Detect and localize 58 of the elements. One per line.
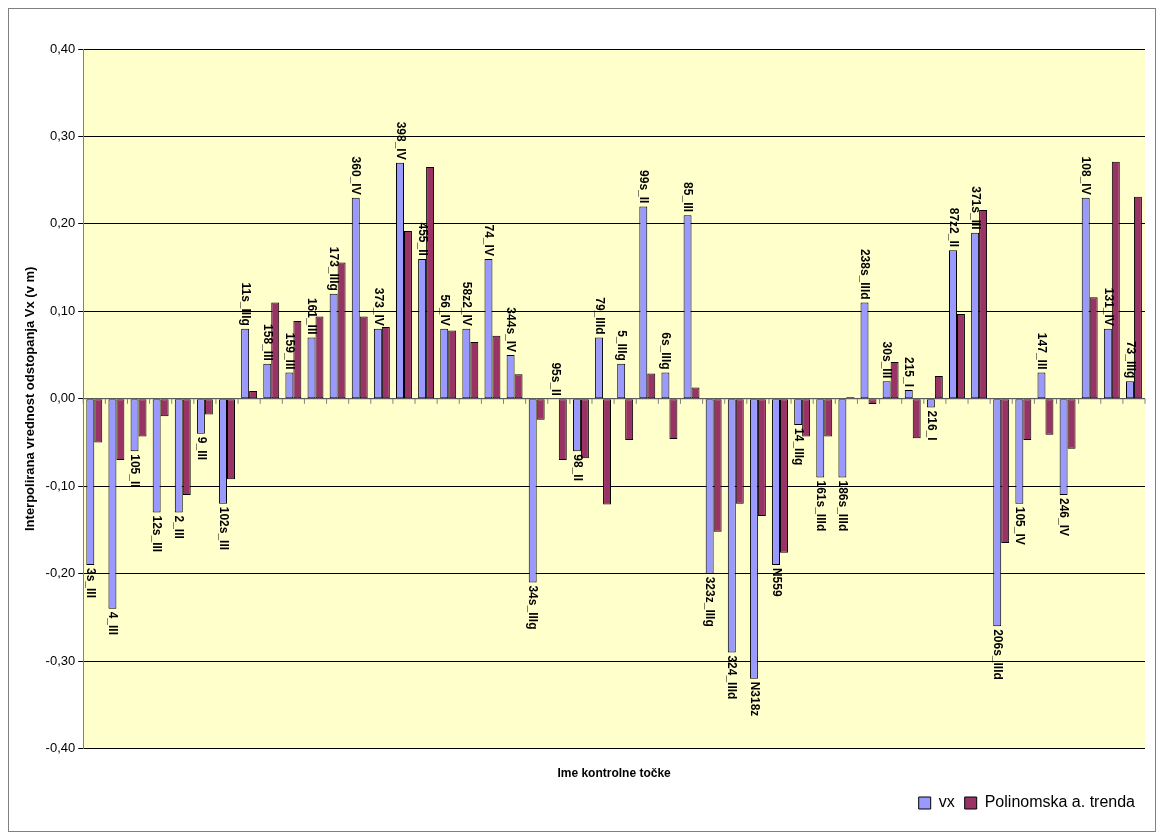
x-tick-label: 79_IIId [592, 297, 607, 335]
x-tick-label: 9_III [194, 436, 209, 461]
x-tick-label: 73_IIIg [1123, 340, 1138, 379]
x-tick-label: 87z2_II [946, 207, 961, 248]
x-tick-label: 398_IV [393, 121, 408, 160]
y-tick-label: -0,40 [45, 740, 76, 756]
y-tick-label: -0,20 [45, 565, 76, 581]
x-tick-label: N318z [747, 681, 762, 717]
x-tick-label: 159_III [283, 332, 298, 370]
x-tick-label: 238s_IIId [858, 248, 873, 300]
x-tick-label: 6s_IIIg [659, 332, 674, 370]
x-tick-label: 216_I [924, 410, 939, 441]
x-tick-label: 147_III [1035, 332, 1050, 370]
x-tick-label: 323z_IIIg [703, 576, 718, 627]
x-tick-label: 102s_III [216, 506, 231, 551]
x-tick-label: 360_IV [349, 156, 364, 195]
x-tick-label: 12s_III [150, 515, 165, 553]
y-tick-label: -0,30 [45, 652, 76, 668]
y-tick-label: 0,30 [49, 128, 76, 144]
x-tick-label: 108_IV [1079, 156, 1094, 195]
x-tick-label: 161_III [305, 297, 320, 335]
x-tick-label: 30s_III [880, 341, 895, 379]
x-tick-label: 371s_III [968, 186, 983, 230]
x-tick-label: 74_IV [482, 224, 497, 256]
x-tick-label: 99s_II [637, 170, 651, 204]
x-axis-title: Ime kontrolne točke [557, 766, 672, 781]
y-tick-label: 0,10 [49, 302, 76, 318]
y-tick-label: 0,00 [49, 390, 76, 406]
x-tick-label: 2_III [172, 515, 187, 539]
x-tick-label: 56_IV [437, 294, 452, 326]
x-tick-label: 85_III [681, 182, 696, 213]
x-tick-label: 105_IV [1013, 506, 1028, 545]
x-tick-label: 161s_IIId [813, 480, 828, 532]
x-tick-label: 186s_IIId [836, 480, 851, 532]
x-tick-label: 246_IV [1057, 497, 1072, 537]
x-tick-label: 373_IV [371, 287, 386, 326]
x-tick-label: 206s_IIId [990, 629, 1005, 680]
legend-label: vx [938, 793, 955, 811]
y-axis-title: Interpolirana vrednost odstopanja Vx (v m) [22, 266, 38, 531]
x-tick-label: 173_IIIg [327, 246, 342, 291]
x-tick-label: 131_IV [1101, 287, 1116, 326]
x-tick-label: 58z2_IV [460, 281, 475, 326]
x-tick-label: 455_II [415, 222, 430, 256]
x-tick-label: 4_III [106, 611, 121, 636]
x-tick-label: 5_IIIg [614, 330, 629, 361]
x-tick-label: 34s_IIIg [526, 585, 541, 630]
x-tick-label: 158_III [260, 324, 275, 361]
x-tick-label: 11s_IIIg [238, 282, 253, 326]
y-tick-label: 0,20 [49, 215, 76, 231]
legend-label: Polinomska a. trenda [984, 793, 1136, 811]
x-tick-label: 98_II [570, 454, 585, 481]
y-tick-label: 0,40 [49, 40, 76, 56]
x-tick-label: 14_IIIg [791, 428, 806, 466]
x-tick-label: 95s_II [548, 362, 563, 396]
y-tick-label: -0,10 [45, 477, 76, 493]
x-tick-label: 215_I [902, 357, 917, 388]
x-tick-label: 324_IIId [725, 655, 740, 700]
x-tick-label: N559 [769, 567, 784, 597]
